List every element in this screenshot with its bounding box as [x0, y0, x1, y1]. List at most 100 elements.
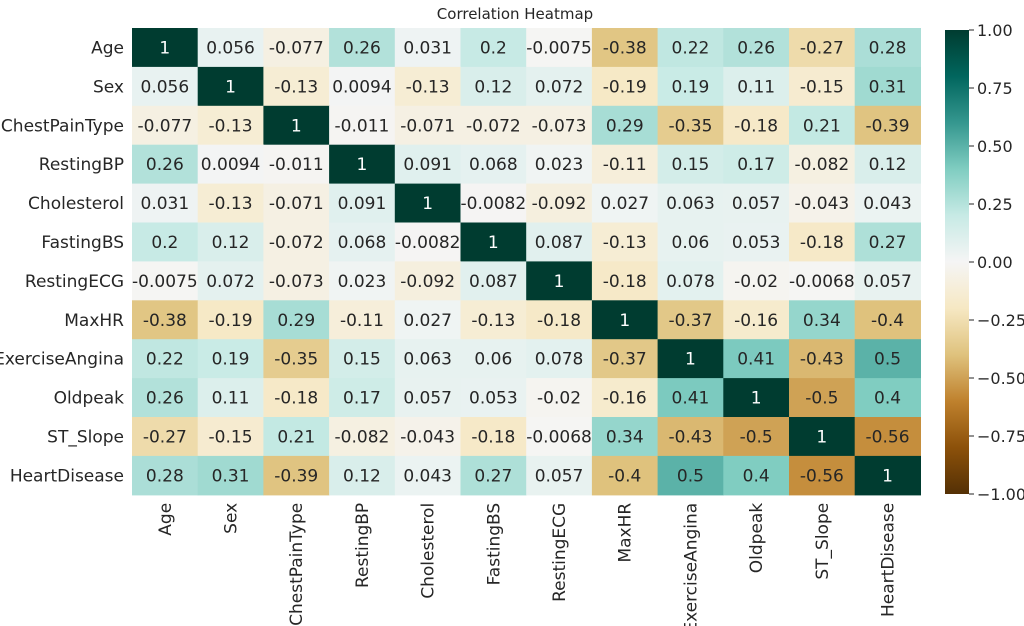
heatmap-cell	[591, 339, 659, 379]
cell-value-label: -0.11	[603, 155, 647, 175]
cell-value-label: 0.11	[737, 77, 775, 97]
heatmap-cell	[197, 183, 264, 224]
cell-value-label: 0.068	[469, 155, 518, 175]
cell-value-label: -0.37	[603, 350, 647, 370]
heatmap-cell	[789, 183, 856, 224]
heatmap-cell	[854, 455, 921, 496]
heatmap-cell	[591, 261, 659, 301]
column-label: ExerciseAngina	[681, 503, 701, 626]
column-label: Oldpeak	[747, 503, 767, 574]
column-label: ChestPainType	[287, 503, 307, 626]
heatmap-cell	[263, 28, 330, 68]
cell-value-label: 0.12	[474, 77, 512, 97]
cell-value-label: -0.37	[668, 311, 712, 331]
heatmap-cell	[132, 261, 199, 301]
heatmap-cell	[723, 144, 790, 185]
cell-value-label: -0.43	[668, 427, 712, 447]
heatmap-cell	[263, 417, 330, 457]
row-label: Cholesterol	[28, 194, 124, 214]
heatmap-cell	[394, 183, 462, 224]
cell-value-label: 0.053	[732, 233, 781, 253]
cell-value-label: -0.39	[274, 466, 318, 486]
heatmap-cell	[394, 300, 462, 340]
heatmap-cell	[789, 28, 856, 68]
heatmap-cell	[460, 455, 527, 496]
cell-value-label: -0.092	[400, 272, 455, 292]
heatmap-cell	[132, 339, 199, 379]
heatmap-cell	[460, 66, 527, 107]
heatmap-cell	[263, 300, 330, 340]
cell-value-label: -0.077	[269, 38, 324, 58]
cell-value-label: 1	[422, 194, 433, 214]
column-label: Age	[156, 503, 176, 536]
cell-value-label: -0.5	[740, 427, 773, 447]
heatmap-cell	[394, 105, 462, 146]
cell-value-label: 0.031	[403, 38, 452, 58]
colorbar-tick-label: 0.75	[977, 79, 1013, 98]
heatmap-cell	[526, 417, 593, 457]
colorbar-tick-label: 1.00	[977, 21, 1013, 40]
cell-value-label: 0.21	[277, 427, 315, 447]
heatmap-cell	[789, 417, 856, 457]
heatmap-cell	[657, 455, 724, 496]
cell-value-label: 1	[685, 350, 696, 370]
column-label: ST_Slope	[813, 503, 833, 580]
heatmap-cell	[329, 105, 396, 146]
heatmap-cell	[132, 455, 199, 496]
cell-value-label: -0.56	[800, 466, 844, 486]
cell-value-label: 1	[554, 272, 565, 292]
heatmap-cell	[591, 105, 659, 146]
heatmap-cell	[460, 28, 527, 68]
heatmap-cell	[854, 300, 921, 340]
cell-value-label: -0.19	[209, 311, 253, 331]
heatmap-cell	[460, 144, 527, 185]
cell-value-label: -0.02	[734, 272, 778, 292]
heatmap-cell	[526, 28, 593, 68]
cell-value-label: -0.18	[800, 233, 844, 253]
cell-value-label: -0.11	[340, 311, 384, 331]
colorbar-tick-label: 0.50	[977, 137, 1013, 156]
heatmap-cell	[789, 378, 856, 418]
heatmap-cell	[460, 261, 527, 301]
cell-value-label: 0.0094	[201, 155, 260, 175]
column-labels: Age Sex ChestPainType RestingBP Cholesterol F…	[156, 503, 899, 626]
cell-value-label: -0.071	[400, 116, 455, 136]
colorbar-tick-label: −0.50	[977, 369, 1024, 388]
heatmap-cell	[854, 105, 921, 146]
cell-value-label: -0.073	[532, 116, 587, 136]
heatmap-cell	[789, 261, 856, 301]
heatmap-cell	[591, 66, 659, 107]
heatmap-cell	[657, 66, 724, 107]
cell-value-label: 1	[751, 389, 762, 409]
cell-value-label: -0.39	[866, 116, 910, 136]
row-label: ChestPainType	[1, 116, 124, 136]
heatmap-cell	[329, 144, 396, 185]
heatmap-cell	[526, 222, 593, 262]
heatmap-cell	[591, 455, 659, 496]
column-label: Cholesterol	[419, 503, 439, 599]
cell-value-label: 0.057	[732, 194, 781, 214]
heatmap-cell	[132, 417, 199, 457]
heatmap-cell	[723, 183, 790, 224]
cell-value-label: 0.072	[535, 77, 584, 97]
cell-value-label: 0.078	[666, 272, 715, 292]
heatmap-cell	[263, 183, 330, 224]
cell-value-label: 0.087	[469, 272, 518, 292]
heatmap-cell	[723, 339, 790, 379]
heatmap-cell	[854, 417, 921, 457]
heatmap-cell	[197, 222, 264, 262]
cell-value-label: 0.21	[803, 116, 841, 136]
heatmap-cell	[854, 183, 921, 224]
cell-value-label: 0.22	[146, 350, 184, 370]
heatmap-cell	[394, 378, 462, 418]
heatmap-cell	[789, 339, 856, 379]
cell-value-label: -0.38	[603, 38, 647, 58]
heatmap-cell	[132, 222, 199, 262]
heatmap-cell	[591, 144, 659, 185]
heatmap-cell	[263, 105, 330, 146]
heatmap-cell	[723, 300, 790, 340]
cell-value-label: 1	[357, 155, 368, 175]
cell-value-label: -0.18	[734, 116, 778, 136]
row-label: ExerciseAngina	[0, 350, 124, 370]
